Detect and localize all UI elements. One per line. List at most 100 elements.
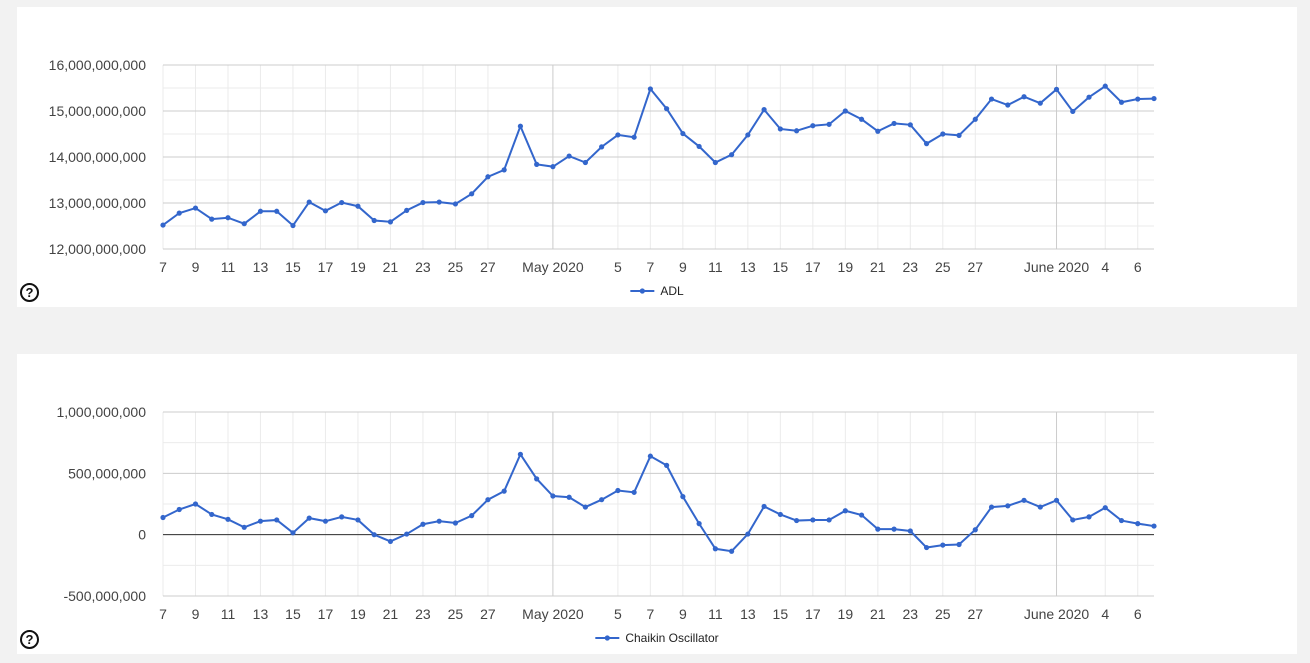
data-point[interactable] — [1053, 497, 1060, 503]
data-point[interactable] — [290, 530, 296, 536]
data-point[interactable] — [1135, 521, 1141, 527]
data-point[interactable] — [891, 526, 897, 532]
data-point[interactable] — [875, 526, 881, 532]
data-point[interactable] — [1118, 517, 1125, 524]
data-point[interactable] — [988, 504, 995, 510]
data-point[interactable] — [225, 516, 231, 522]
data-point[interactable] — [1053, 86, 1060, 92]
data-point[interactable] — [371, 532, 377, 538]
data-point[interactable] — [680, 130, 686, 137]
data-point[interactable] — [355, 203, 361, 209]
data-point[interactable] — [1118, 99, 1125, 105]
data-point[interactable] — [858, 116, 865, 122]
data-point[interactable] — [241, 524, 247, 530]
data-point[interactable] — [891, 120, 897, 127]
data-point[interactable] — [339, 199, 345, 206]
data-point[interactable] — [355, 517, 361, 523]
data-point[interactable] — [826, 517, 832, 523]
data-point[interactable] — [436, 199, 442, 205]
data-point[interactable] — [192, 205, 199, 211]
data-point[interactable] — [1005, 503, 1011, 509]
help-icon[interactable]: ? — [20, 630, 39, 649]
data-point[interactable] — [339, 514, 345, 520]
data-point[interactable] — [1005, 102, 1011, 108]
legend[interactable]: Chaikin Oscillator — [595, 631, 719, 645]
data-point[interactable] — [810, 517, 816, 523]
data-point[interactable] — [274, 208, 280, 214]
data-point[interactable] — [1070, 108, 1076, 115]
data-point[interactable] — [404, 531, 410, 537]
data-point[interactable] — [550, 493, 556, 499]
data-point[interactable] — [534, 161, 540, 167]
data-point[interactable] — [566, 153, 572, 159]
data-point[interactable] — [322, 208, 329, 214]
data-point[interactable] — [615, 132, 621, 138]
data-point[interactable] — [940, 542, 946, 548]
data-point[interactable] — [599, 497, 605, 503]
data-point[interactable] — [940, 131, 946, 137]
data-point[interactable] — [485, 174, 491, 180]
data-point[interactable] — [664, 106, 670, 112]
data-point[interactable] — [696, 521, 702, 527]
data-point[interactable] — [907, 528, 913, 534]
data-point[interactable] — [420, 199, 426, 206]
data-point[interactable] — [615, 487, 621, 494]
data-point[interactable] — [907, 122, 913, 128]
data-point[interactable] — [322, 518, 329, 524]
data-point[interactable] — [469, 191, 475, 197]
data-point[interactable] — [631, 134, 637, 140]
chaikin-line-chart[interactable]: -500,000,000 0 500,000,000 1,000,000,000 7 9 1… — [17, 354, 1297, 654]
data-point[interactable] — [452, 201, 459, 207]
data-point[interactable] — [745, 132, 751, 138]
data-point[interactable] — [534, 476, 540, 482]
data-point[interactable] — [160, 222, 166, 228]
data-point[interactable] — [923, 141, 930, 147]
data-point[interactable] — [1021, 94, 1027, 100]
data-point[interactable] — [550, 164, 556, 170]
data-point[interactable] — [582, 159, 588, 166]
data-point[interactable] — [1135, 96, 1141, 102]
data-point[interactable] — [810, 123, 816, 129]
data-point[interactable] — [387, 538, 394, 545]
data-point[interactable] — [1086, 94, 1092, 100]
data-point[interactable] — [485, 497, 491, 503]
data-point[interactable] — [1037, 504, 1043, 510]
data-point[interactable] — [469, 513, 475, 519]
data-point[interactable] — [826, 121, 832, 127]
data-point[interactable] — [1037, 100, 1043, 106]
data-point[interactable] — [858, 512, 865, 518]
data-point[interactable] — [712, 159, 718, 166]
data-point[interactable] — [225, 215, 231, 221]
data-point[interactable] — [664, 462, 670, 468]
data-point[interactable] — [257, 208, 264, 214]
data-point[interactable] — [761, 107, 767, 113]
data-point[interactable] — [452, 520, 459, 526]
data-point[interactable] — [306, 199, 312, 205]
data-point[interactable] — [420, 521, 426, 527]
data-point[interactable] — [1102, 505, 1108, 511]
data-point[interactable] — [842, 108, 848, 114]
data-point[interactable] — [241, 221, 247, 227]
data-point[interactable] — [712, 546, 718, 552]
data-point[interactable] — [972, 527, 978, 533]
data-point[interactable] — [729, 548, 735, 554]
data-point[interactable] — [517, 451, 524, 457]
data-point[interactable] — [160, 514, 166, 521]
data-point[interactable] — [745, 531, 751, 537]
help-icon[interactable]: ? — [20, 283, 39, 302]
data-point[interactable] — [972, 116, 978, 122]
data-point[interactable] — [501, 167, 507, 173]
data-point[interactable] — [599, 144, 605, 150]
data-point[interactable] — [176, 506, 182, 513]
data-point[interactable] — [436, 518, 442, 524]
data-point[interactable] — [1151, 95, 1157, 102]
legend[interactable]: ADL — [630, 284, 684, 298]
data-point[interactable] — [761, 503, 767, 510]
data-point[interactable] — [956, 132, 962, 138]
data-point[interactable] — [501, 488, 507, 494]
data-point[interactable] — [988, 96, 995, 102]
data-point[interactable] — [923, 544, 930, 551]
data-point[interactable] — [371, 217, 377, 224]
data-point[interactable] — [1102, 83, 1108, 89]
data-point[interactable] — [257, 518, 264, 524]
